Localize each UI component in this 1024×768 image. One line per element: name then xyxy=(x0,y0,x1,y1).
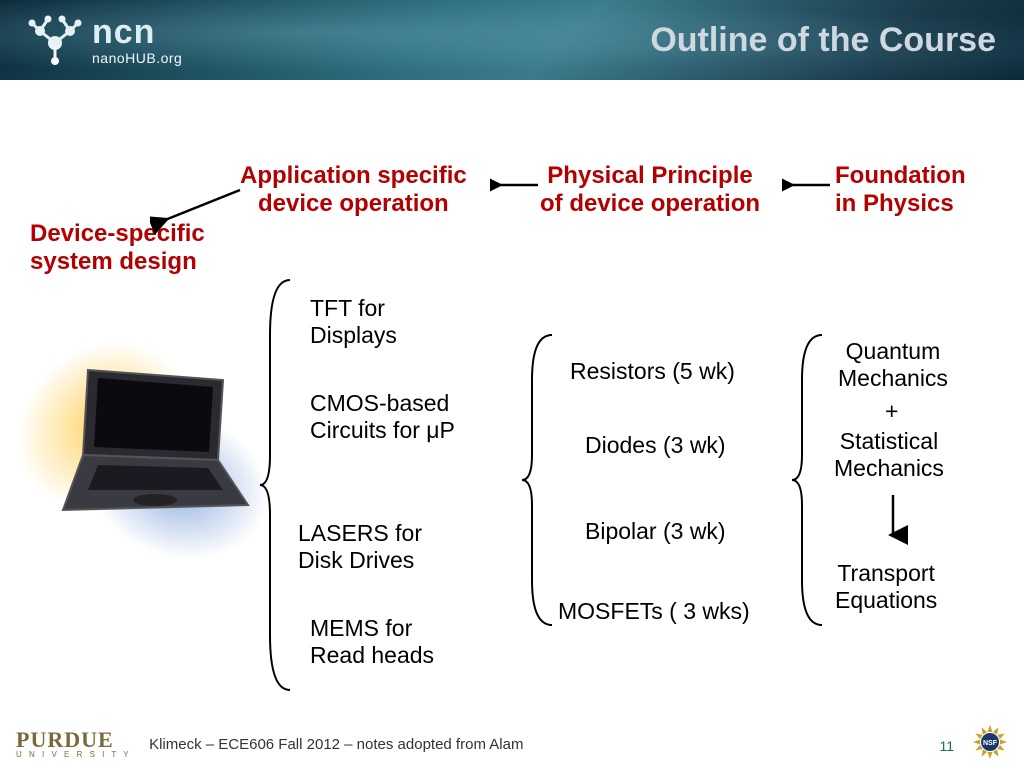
item-resistors: Resistors (5 wk) xyxy=(570,358,735,385)
logo: ncn nanoHUB.org xyxy=(28,13,182,67)
item-transport: TransportEquations xyxy=(835,560,937,614)
item-diodes: Diodes (3 wk) xyxy=(585,432,726,459)
logo-text: ncn nanoHUB.org xyxy=(92,15,182,65)
page-number: 11 xyxy=(939,738,954,754)
purdue-main: PURDUE xyxy=(16,729,131,751)
heading-device-system: Device-specificsystem design xyxy=(30,220,205,275)
heading-app-specific: Application specificdevice operation xyxy=(240,162,467,217)
heading-physical-principle: Physical Principleof device operation xyxy=(540,162,760,217)
item-qm: QuantumMechanics xyxy=(838,338,948,392)
slide-content: Device-specificsystem design Application… xyxy=(0,80,1024,720)
item-tft: TFT forDisplays xyxy=(310,295,397,349)
brace-col2-icon xyxy=(520,330,560,630)
nanohub-logo-icon xyxy=(28,13,82,67)
logo-sub: nanoHUB.org xyxy=(92,51,182,65)
logo-main: ncn xyxy=(92,15,182,49)
slide-title: Outline of the Course xyxy=(650,21,996,60)
nsf-logo-icon: NSF xyxy=(972,724,1008,760)
arrow-right-icon xyxy=(782,175,837,195)
purdue-logo: PURDUE U N I V E R S I T Y xyxy=(16,729,131,759)
item-lasers: LASERS forDisk Drives xyxy=(298,520,422,574)
purdue-sub: U N I V E R S I T Y xyxy=(16,751,131,759)
item-sm: StatisticalMechanics xyxy=(834,428,944,482)
svg-text:NSF: NSF xyxy=(983,740,998,747)
brace-col3-icon xyxy=(790,330,830,630)
item-bipolar: Bipolar (3 wk) xyxy=(585,518,726,545)
item-cmos: CMOS-basedCircuits for μP xyxy=(310,390,455,444)
laptop-image xyxy=(28,350,258,550)
item-plus: + xyxy=(885,398,898,425)
arrow-down-icon xyxy=(878,490,908,550)
arrow-mid-icon xyxy=(490,175,545,195)
footer-credit: Klimeck – ECE606 Fall 2012 – notes adopt… xyxy=(149,736,523,753)
item-mosfets: MOSFETs ( 3 wks) xyxy=(558,598,750,625)
slide-footer: PURDUE U N I V E R S I T Y Klimeck – ECE… xyxy=(0,720,1024,768)
slide-header: ncn nanoHUB.org Outline of the Course xyxy=(0,0,1024,80)
item-mems: MEMS forRead heads xyxy=(310,615,434,669)
heading-foundation: Foundationin Physics xyxy=(835,162,966,217)
